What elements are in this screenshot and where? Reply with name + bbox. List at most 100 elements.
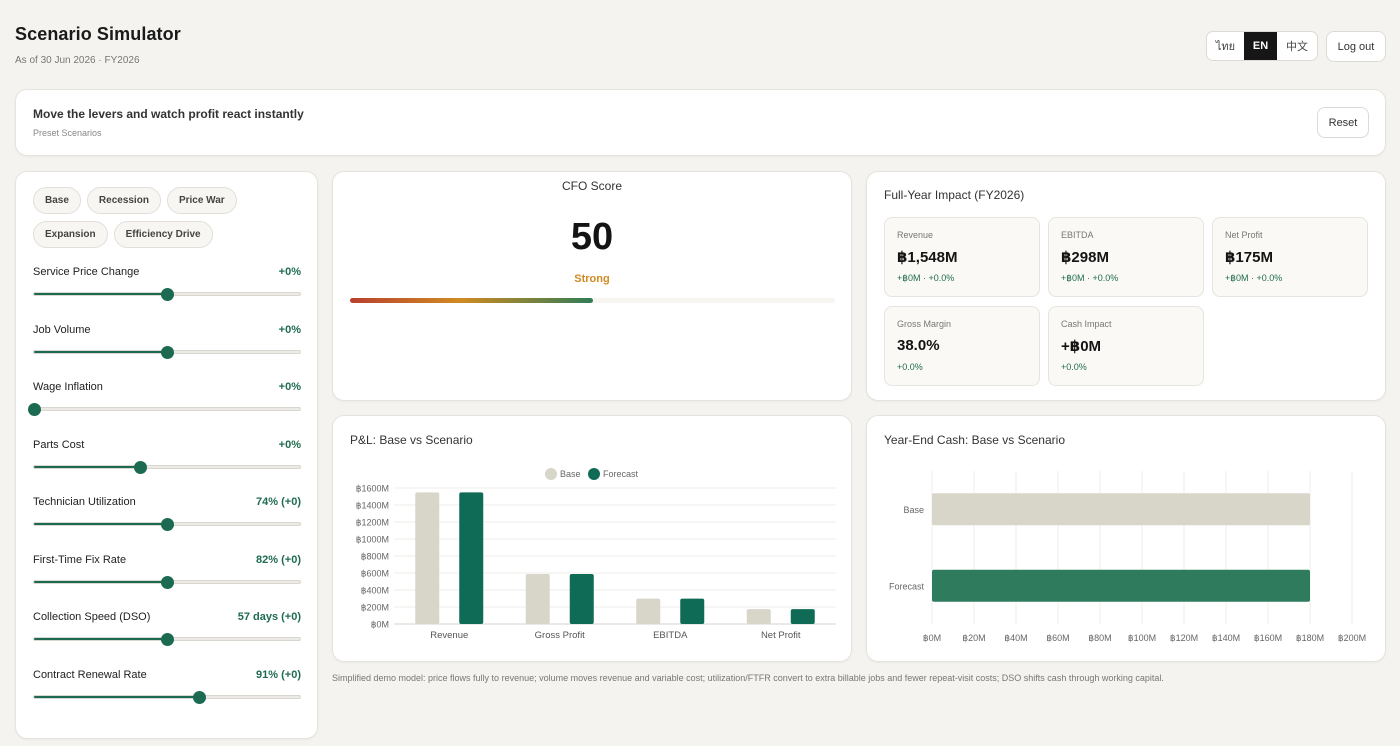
kpi-delta: +฿0M · +0.0% — [1225, 273, 1283, 283]
lever-technician-utilization: Technician Utilization 74% (+0) — [33, 496, 301, 531]
lever-contract-renewal-rate: Contract Renewal Rate 91% (+0) — [33, 669, 301, 704]
kpi-label: Net Profit — [1225, 230, 1263, 240]
legend-base-swatch — [545, 468, 557, 480]
lever-header: Wage Inflation +0% — [33, 381, 301, 393]
lever-slider-thumb[interactable] — [161, 288, 174, 301]
bar-forecast — [569, 574, 594, 624]
kpi-revenue: Revenue ฿1,548M +฿0M · +0.0% — [884, 217, 1040, 297]
preset-recession-button[interactable]: Recession — [86, 187, 161, 214]
lang-en-button[interactable]: EN — [1244, 32, 1277, 60]
kpi-value: ฿175M — [1225, 249, 1273, 266]
y-tick-label: ฿1000M — [356, 535, 389, 545]
full-year-impact-card: Full-Year Impact (FY2026) Revenue ฿1,548… — [866, 171, 1386, 401]
kpi-value: 38.0% — [897, 337, 940, 354]
lever-slider-thumb[interactable] — [192, 690, 206, 704]
cash-chart-card: Year-End Cash: Base vs Scenario ฿0M ฿20M ฿… — [866, 415, 1386, 662]
lever-label: Contract Renewal Rate — [33, 668, 147, 681]
y-tick-label: ฿600M — [361, 569, 389, 579]
x-tick-label: ฿120M — [1170, 633, 1198, 643]
x-tick-label: Revenue — [430, 630, 468, 641]
cfo-score-title: CFO Score — [561, 179, 622, 193]
kpi-gross-margin: Gross Margin 38.0% +0.0% — [884, 306, 1040, 386]
lever-header: Technician Utilization 74% (+0) — [33, 496, 301, 508]
lever-slider-track[interactable] — [33, 690, 301, 704]
cfo-score-gauge-fill — [350, 298, 593, 303]
lever-value: +0% — [278, 323, 301, 336]
lever-value: +0% — [278, 438, 301, 451]
kpi-value: ฿1,548M — [897, 249, 958, 266]
lever-slider-track[interactable] — [33, 575, 301, 589]
lever-wage-inflation: Wage Inflation +0% — [28, 381, 301, 416]
x-tick-label: ฿20M — [962, 633, 985, 643]
x-tick-label: ฿200M — [1338, 633, 1366, 643]
x-tick-label: ฿80M — [1088, 633, 1111, 643]
lever-slider-thumb[interactable] — [28, 403, 41, 416]
banner-title: Move the levers and watch profit react i… — [33, 107, 304, 121]
lever-service-price-change: Service Price Change +0% — [33, 266, 301, 301]
lever-slider-fill — [34, 465, 141, 468]
preset-expansion-button[interactable]: Expansion — [33, 221, 108, 248]
preset-chips: Base Recession Price War Expansion Effic… — [33, 187, 303, 248]
bar-base — [525, 574, 550, 624]
lever-slider-track[interactable] — [33, 460, 301, 474]
kpi-delta: +0.0% — [1061, 362, 1087, 372]
lever-slider-thumb[interactable] — [161, 633, 174, 646]
legend-forecast-swatch — [588, 468, 600, 480]
kpi-label: EBITDA — [1061, 230, 1094, 240]
lever-job-volume: Job Volume +0% — [33, 323, 301, 359]
page-title: Scenario Simulator — [15, 24, 181, 44]
lever-slider-track[interactable] — [33, 633, 301, 646]
kpi-delta: +0.0% — [897, 362, 923, 372]
lever-slider-thumb[interactable] — [161, 518, 174, 531]
lever-slider-track[interactable] — [33, 518, 301, 531]
language-switcher: ไทย EN 中文 — [1206, 31, 1318, 61]
lever-slider-thumb[interactable] — [134, 460, 148, 474]
cash-chart-title: Year-End Cash: Base vs Scenario — [884, 433, 1065, 447]
reset-button[interactable]: Reset — [1317, 107, 1369, 138]
lever-header: Contract Renewal Rate 91% (+0) — [33, 669, 301, 681]
x-tick-label: ฿60M — [1046, 633, 1069, 643]
cfo-score-label: Strong — [574, 273, 610, 285]
lang-thai-button[interactable]: ไทย — [1215, 41, 1236, 53]
preset-efficiency-drive-button[interactable]: Efficiency Drive — [113, 221, 213, 248]
impact-title: Full-Year Impact (FY2026) — [884, 188, 1025, 202]
kpi-net-profit: Net Profit ฿175M +฿0M · +0.0% — [1212, 217, 1368, 297]
lever-label: Wage Inflation — [33, 381, 103, 393]
lever-value: +0% — [278, 266, 301, 278]
kpi-value: +฿0M — [1061, 338, 1102, 355]
x-tick-label: ฿100M — [1128, 633, 1156, 643]
lever-slider-fill — [34, 695, 199, 698]
lever-first-time-fix-rate: First-Time Fix Rate 82% (+0) — [33, 553, 301, 589]
lever-slider-track[interactable] — [28, 403, 301, 416]
x-tick-label: ฿180M — [1296, 633, 1324, 643]
lang-zh-button[interactable]: 中文 — [1286, 41, 1308, 53]
levers-panel: Base Recession Price War Expansion Effic… — [15, 171, 318, 739]
x-tick-label: ฿40M — [1004, 633, 1027, 643]
kpi-cash-impact: Cash Impact +฿0M +0.0% — [1048, 306, 1204, 386]
preset-price-war-button[interactable]: Price War — [166, 187, 237, 214]
lever-header: Collection Speed (DSO) 57 days (+0) — [33, 611, 301, 623]
lever-slider-thumb[interactable] — [161, 575, 174, 589]
lever-value: 57 days (+0) — [237, 611, 301, 623]
pl-chart: ฿0M ฿200M ฿400M ฿600M ฿800M ฿1000M ฿1200M ฿1400… — [356, 468, 836, 641]
logout-button[interactable]: Log out — [1326, 31, 1386, 62]
kpi-delta: +฿0M · +0.0% — [897, 273, 955, 283]
legend-base-label: Base — [560, 469, 581, 479]
lever-value: 74% (+0) — [256, 496, 301, 508]
lever-label: Service Price Change — [33, 266, 140, 278]
lever-slider-fill — [34, 580, 167, 583]
page-subtitle: As of 30 Jun 2026 · FY2026 — [15, 55, 140, 66]
bar-base — [636, 598, 661, 624]
lever-slider-track[interactable] — [33, 288, 301, 301]
bar-base — [746, 609, 771, 624]
y-tick-label: ฿400M — [361, 586, 389, 596]
preset-base-button[interactable]: Base — [33, 187, 81, 214]
y-tick-label: Forecast — [889, 581, 925, 591]
x-tick-label: Net Profit — [761, 630, 801, 641]
model-footnote: Simplified demo model: price flows fully… — [332, 673, 1164, 683]
lever-slider-thumb[interactable] — [161, 345, 174, 359]
lever-slider-track[interactable] — [33, 345, 301, 359]
y-tick-label: ฿800M — [361, 552, 389, 562]
lever-value: 82% (+0) — [256, 553, 301, 566]
lever-slider-fill — [34, 293, 167, 295]
